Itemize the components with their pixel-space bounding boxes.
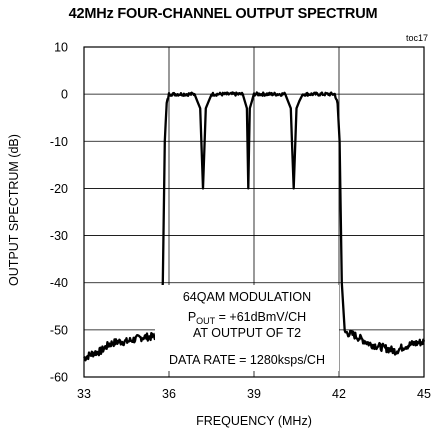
y-tick-label: -60 <box>50 371 68 385</box>
x-tick-label: 36 <box>162 387 176 401</box>
annotation-background <box>155 285 339 371</box>
annotation-line-2: POUT = +61dBmV/CH <box>188 310 306 326</box>
y-tick-label: -30 <box>50 229 68 243</box>
plot-frame <box>83 46 425 378</box>
x-tick-label: 39 <box>247 387 261 401</box>
annotation-line-4: DATA RATE = 1280ksps/CH <box>169 353 325 367</box>
y-tick-label: 10 <box>54 41 68 55</box>
x-tick-label: 45 <box>417 387 431 401</box>
x-axis-label: FREQUENCY (MHz) <box>196 414 312 428</box>
annotation-box: 64QAM MODULATION POUT = +61dBmV/CH AT OU… <box>155 285 339 371</box>
figure-id-label: toc17 <box>405 33 428 43</box>
x-tick-label: 33 <box>77 387 91 401</box>
annotation-pout-main: P <box>188 310 196 324</box>
annotation-pout-value: = +61dBmV/CH <box>215 310 306 324</box>
annotation-line-1: 64QAM MODULATION <box>183 290 311 304</box>
y-tick-label: -20 <box>50 182 68 196</box>
annotation-pout-sub: OUT <box>196 316 216 326</box>
chart-title: 42MHz FOUR-CHANNEL OUTPUT SPECTRUM <box>68 6 378 22</box>
y-tick-label: -50 <box>50 323 68 337</box>
y-tick-label: -10 <box>50 135 68 149</box>
y-tick-label: 0 <box>61 88 68 102</box>
x-tick-label: 42 <box>332 387 346 401</box>
tick-labels: 10 0 -10 -20 -30 -40 -50 -60 33 36 39 42 45 <box>50 41 431 402</box>
annotation-line-3: AT OUTPUT OF T2 <box>193 326 301 340</box>
y-tick-label: -40 <box>50 276 68 290</box>
series <box>83 91 426 362</box>
spectrum-line <box>83 91 426 362</box>
